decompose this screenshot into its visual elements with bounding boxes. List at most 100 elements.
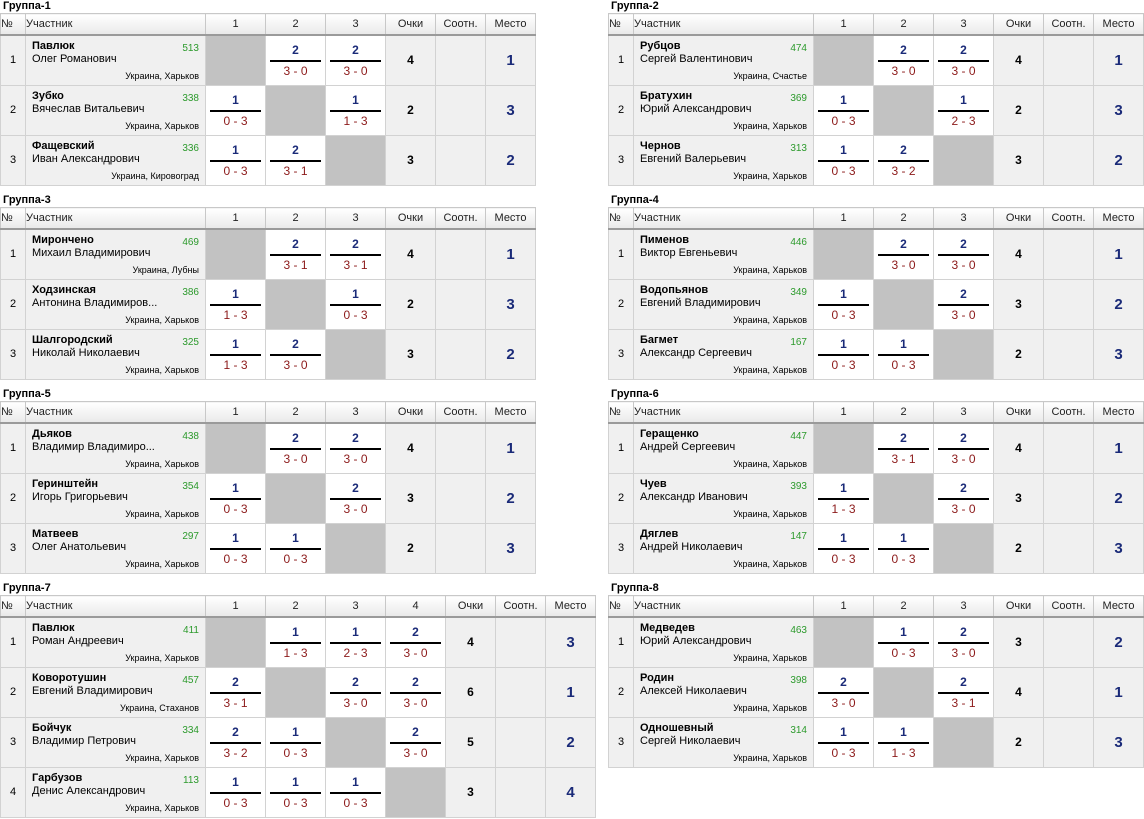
match-result-cell[interactable]: 1 0 - 3 [873,328,934,380]
table-row: 1 Павлюк Олег Романович 513 Украина, Харьков… [0,34,536,86]
player-surname-link[interactable]: Дьяков [32,428,72,440]
match-result-cell[interactable]: 1 0 - 3 [813,84,874,136]
player-rating: 513 [182,43,199,54]
column-header-place: Место [545,595,596,618]
player-surname-link[interactable]: Матвеев [32,527,79,540]
match-result-cell[interactable]: 1 0 - 3 [205,472,266,524]
match-result-cell[interactable]: 2 3 - 0 [813,666,874,718]
player-surname-link[interactable]: Одношевный [640,721,714,734]
match-result-cell[interactable]: 1 0 - 3 [205,522,266,574]
match-result-cell[interactable]: 2 3 - 0 [933,472,994,524]
match-result-cell[interactable]: 1 0 - 3 [813,134,874,186]
match-result-cell[interactable]: 1 0 - 3 [325,278,386,330]
match-result-cell[interactable]: 1 0 - 3 [325,766,386,818]
player-surname-link[interactable]: Геращенко [640,428,699,440]
match-result-cell[interactable]: 2 3 - 0 [265,328,326,380]
match-result-cell[interactable]: 1 1 - 3 [873,716,934,768]
match-result-cell[interactable]: 2 3 - 0 [265,422,326,474]
match-result-cell[interactable]: 2 3 - 0 [933,228,994,280]
match-result-cell[interactable]: 2 3 - 1 [265,228,326,280]
player-surname-link[interactable]: Гарбузов [32,771,83,784]
match-result-cell[interactable]: 1 0 - 3 [205,84,266,136]
player-surname-link[interactable]: Зубко [32,89,64,102]
ratio-cell [1043,422,1094,474]
match-result-cell[interactable]: 2 3 - 0 [933,422,994,474]
player-surname-link[interactable]: Родин [640,671,675,684]
standings-table: № Участник 1 2 3 Очки Соотн. Место 1 Мирончено Мих… [0,207,536,380]
match-result-cell[interactable]: 1 0 - 3 [265,766,326,818]
player-surname-link[interactable]: Водопьянов [640,283,709,296]
match-result-cell[interactable]: 1 0 - 3 [205,134,266,186]
match-result-cell[interactable]: 2 3 - 1 [933,666,994,718]
match-result-cell[interactable]: 2 3 - 1 [873,422,934,474]
player-surname-link[interactable]: Шалгородский [32,333,113,346]
self-match-cell [205,228,266,280]
final-place: 3 [485,84,536,136]
match-result-cell[interactable]: 1 2 - 3 [933,84,994,136]
player-surname-link[interactable]: Багмет [640,333,679,346]
match-result-cell[interactable]: 1 1 - 3 [813,472,874,524]
column-header-opponent: 2 [873,207,934,230]
match-result-cell[interactable]: 2 3 - 0 [933,34,994,86]
match-result-cell[interactable]: 1 0 - 3 [873,522,934,574]
column-header-points: Очки [445,595,496,618]
match-result-cell[interactable]: 1 0 - 3 [873,616,934,668]
player-surname-link[interactable]: Геринштейн [32,477,98,490]
player-surname-link[interactable]: Чернов [640,139,681,152]
match-result-cell[interactable]: 2 3 - 0 [325,666,386,718]
match-result-cell[interactable]: 2 3 - 0 [385,716,446,768]
player-surname-link[interactable]: Чуев [640,477,667,490]
match-result-cell[interactable]: 2 3 - 0 [265,34,326,86]
match-result-cell[interactable]: 1 1 - 3 [205,278,266,330]
match-result-cell[interactable]: 2 3 - 0 [385,666,446,718]
match-result-cell[interactable]: 2 3 - 0 [325,422,386,474]
player-surname-link[interactable]: Ходзинская [32,283,96,296]
player-surname-link[interactable]: Павлюк [32,40,75,52]
self-match-cell [385,766,446,818]
player-surname-link[interactable]: Павлюк [32,622,75,634]
match-result-cell[interactable]: 1 0 - 3 [205,766,266,818]
match-result-cell[interactable]: 2 3 - 0 [933,278,994,330]
match-result-cell[interactable]: 1 1 - 3 [325,84,386,136]
match-result-cell[interactable]: 1 1 - 3 [265,616,326,668]
match-result-cell[interactable]: 1 0 - 3 [813,522,874,574]
match-result-cell[interactable]: 1 0 - 3 [265,716,326,768]
match-result-cell[interactable]: 2 3 - 1 [325,228,386,280]
player-surname-link[interactable]: Пименов [640,234,690,246]
player-rating: 297 [182,530,199,542]
match-result-cell[interactable]: 2 3 - 2 [873,134,934,186]
match-result-cell[interactable]: 2 3 - 0 [385,616,446,668]
match-result-cell[interactable]: 1 1 - 3 [205,328,266,380]
participant-cell: Геращенко Андрей Сергеевич 447 Украина, Хар… [633,422,814,474]
final-place: 2 [545,716,596,768]
player-surname-link[interactable]: Бойчук [32,721,72,734]
match-result-cell[interactable]: 2 3 - 0 [325,472,386,524]
player-surname-link[interactable]: Дяглев [640,527,679,540]
table-row: 1 Рубцов Сергей Валентинович 474 Украина, Сч… [608,34,1144,86]
player-surname-link[interactable]: Коворотушин [32,671,107,684]
match-result-cell[interactable]: 2 3 - 2 [205,716,266,768]
player-surname-link[interactable]: Фащевский [32,139,95,152]
match-result-cell[interactable]: 1 0 - 3 [813,278,874,330]
match-result-cell[interactable]: 1 0 - 3 [265,522,326,574]
match-result-cell[interactable]: 2 3 - 0 [933,616,994,668]
result-divider [878,60,929,62]
match-result-cell[interactable]: 2 3 - 0 [873,228,934,280]
match-points: 1 [292,530,299,545]
match-result-cell[interactable]: 2 3 - 0 [325,34,386,86]
player-surname-link[interactable]: Медведев [640,622,695,634]
match-result-cell[interactable]: 1 0 - 3 [813,716,874,768]
self-match-cell [265,84,326,136]
match-points: 2 [960,431,967,445]
table-row: 1 Геращенко Андрей Сергеевич 447 Украина, Ха… [608,422,1144,474]
total-points: 4 [993,228,1044,280]
player-surname-link[interactable]: Рубцов [640,40,681,52]
match-result-cell[interactable]: 1 2 - 3 [325,616,386,668]
match-result-cell[interactable]: 1 0 - 3 [813,328,874,380]
match-result-cell[interactable]: 2 3 - 1 [265,134,326,186]
match-result-cell[interactable]: 2 3 - 1 [205,666,266,718]
match-score: 0 - 3 [891,646,916,660]
player-surname-link[interactable]: Братухин [640,89,693,102]
match-result-cell[interactable]: 2 3 - 0 [873,34,934,86]
player-surname-link[interactable]: Мирончено [32,234,94,246]
